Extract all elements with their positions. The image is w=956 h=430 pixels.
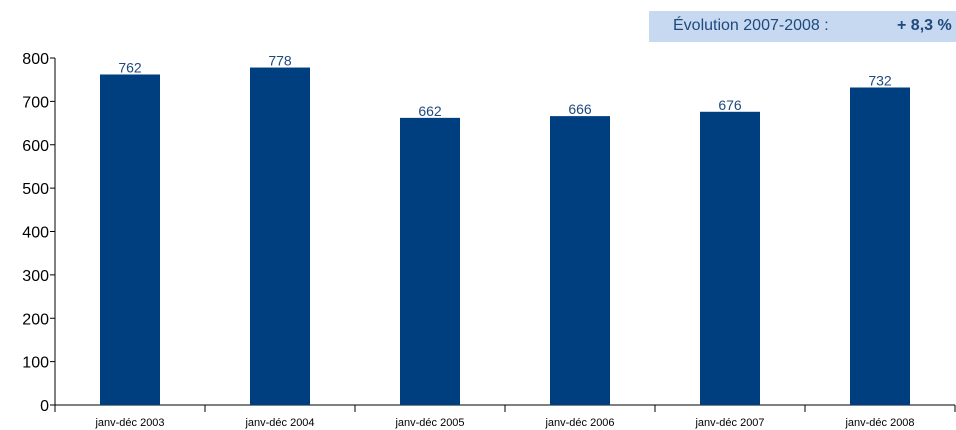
data-label: 778 [268, 53, 292, 69]
bar [250, 67, 310, 405]
category-label: janv-déc 2007 [694, 417, 764, 429]
bar [100, 74, 160, 406]
data-label: 676 [718, 97, 742, 113]
y-tick-label: 100 [22, 355, 49, 372]
evolution-banner: Évolution 2007-2008 : + 8,3 % [649, 11, 956, 42]
bar [400, 117, 460, 406]
bar [550, 116, 610, 405]
y-tick-label: 200 [22, 311, 49, 328]
evolution-value: + 8,3 % [897, 17, 952, 34]
y-tick-label: 300 [22, 268, 49, 285]
y-tick-label: 0 [40, 398, 49, 415]
y-tick-label: 700 [22, 94, 49, 111]
category-label: janv-déc 2003 [94, 417, 164, 429]
y-tick-label: 500 [22, 181, 49, 198]
y-tick-label: 400 [22, 225, 49, 242]
evolution-label: Évolution 2007-2008 : [673, 17, 829, 34]
data-label: 732 [868, 72, 892, 88]
bar [850, 87, 910, 406]
data-label: 662 [418, 103, 442, 119]
category-label: janv-déc 2008 [844, 417, 914, 429]
category-label: janv-déc 2004 [244, 417, 314, 429]
y-tick-label: 800 [22, 51, 49, 68]
bar [700, 111, 760, 405]
category-label: janv-déc 2005 [394, 417, 464, 429]
data-label: 762 [118, 59, 142, 75]
data-label: 666 [568, 101, 592, 117]
category-label: janv-déc 2006 [544, 417, 614, 429]
y-tick-label: 600 [22, 138, 49, 155]
